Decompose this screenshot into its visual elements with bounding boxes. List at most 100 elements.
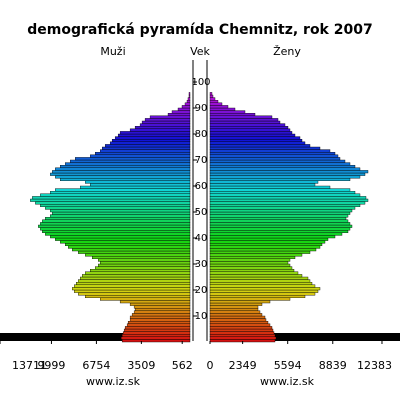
bar: [68, 245, 191, 249]
bar: [209, 271, 299, 275]
bar: [123, 328, 191, 332]
bar: [209, 177, 351, 181]
bar: [209, 123, 286, 127]
baseline: [0, 333, 190, 341]
bar: [209, 269, 295, 273]
bar: [209, 141, 306, 145]
bar: [74, 289, 191, 293]
bar: [209, 302, 263, 306]
bar: [209, 256, 296, 260]
bar: [209, 237, 329, 241]
x-tick-label: 2349: [229, 359, 257, 372]
bar: [100, 149, 191, 153]
bar: [209, 120, 281, 124]
bar: [76, 282, 191, 286]
bar: [209, 297, 291, 301]
bar: [209, 211, 351, 215]
bar: [32, 196, 191, 200]
y-tick-label: 20: [195, 285, 208, 296]
bar: [78, 292, 191, 296]
bar: [85, 271, 191, 275]
bar: [209, 162, 351, 166]
bar: [60, 240, 191, 244]
bar: [209, 323, 271, 327]
bar: [209, 328, 274, 332]
bar: [45, 206, 191, 210]
y-tick-label: 70: [195, 155, 208, 166]
bar: [90, 154, 191, 158]
bar: [209, 154, 339, 158]
bar: [80, 185, 191, 189]
bar: [209, 229, 349, 233]
bar: [95, 266, 191, 270]
bar: [209, 198, 369, 202]
bar: [209, 94, 214, 98]
bar: [70, 159, 191, 163]
x-tick-label: 0: [207, 359, 214, 372]
bar: [209, 190, 356, 194]
bar: [209, 203, 361, 207]
bar: [38, 224, 191, 228]
bar: [109, 141, 191, 145]
bar: [209, 289, 319, 293]
bar: [209, 318, 267, 322]
bar: [133, 305, 191, 309]
bar: [60, 164, 191, 168]
bar: [209, 175, 361, 179]
bar: [209, 240, 326, 244]
bar: [100, 297, 191, 301]
bar: [209, 209, 353, 213]
bar: [55, 167, 191, 171]
bar: [209, 180, 319, 184]
bar: [209, 258, 291, 262]
bar: [209, 248, 317, 252]
bar: [129, 315, 191, 319]
bar: [111, 138, 191, 142]
bar: [98, 258, 191, 262]
bar: [121, 334, 191, 338]
bar: [209, 110, 246, 114]
bar: [209, 214, 349, 218]
bar: [209, 146, 321, 150]
x-tick-label: 9999: [37, 359, 65, 372]
bar: [209, 128, 291, 132]
bar: [209, 188, 351, 192]
bar: [209, 167, 361, 171]
bar: [187, 97, 191, 101]
bar: [134, 308, 191, 312]
bar: [90, 183, 191, 187]
bar: [129, 318, 191, 322]
bar: [209, 170, 369, 174]
bar: [119, 131, 191, 135]
bar: [60, 177, 191, 181]
bar: [209, 235, 336, 239]
y-tick-label: 100: [191, 77, 210, 88]
bar: [209, 185, 331, 189]
bar: [82, 274, 191, 278]
bar: [50, 209, 191, 213]
bar: [209, 308, 259, 312]
bar: [40, 203, 191, 207]
bar: [74, 284, 191, 288]
bar: [65, 242, 191, 246]
bar: [72, 248, 191, 252]
bar: [139, 123, 191, 127]
bar: [209, 201, 366, 205]
bar: [45, 216, 191, 220]
bar: [50, 172, 191, 176]
y-tick-label: 30: [195, 259, 208, 270]
bar: [52, 211, 191, 215]
bar: [122, 331, 191, 335]
bar: [35, 201, 191, 205]
bar: [119, 300, 191, 304]
baseline: [210, 333, 400, 341]
bar: [209, 183, 316, 187]
bar: [209, 107, 236, 111]
bar: [50, 214, 191, 218]
y-tick-label: 80: [195, 129, 208, 140]
bar: [209, 97, 216, 101]
bar: [75, 157, 191, 161]
bar: [209, 266, 293, 270]
bar: [209, 284, 316, 288]
